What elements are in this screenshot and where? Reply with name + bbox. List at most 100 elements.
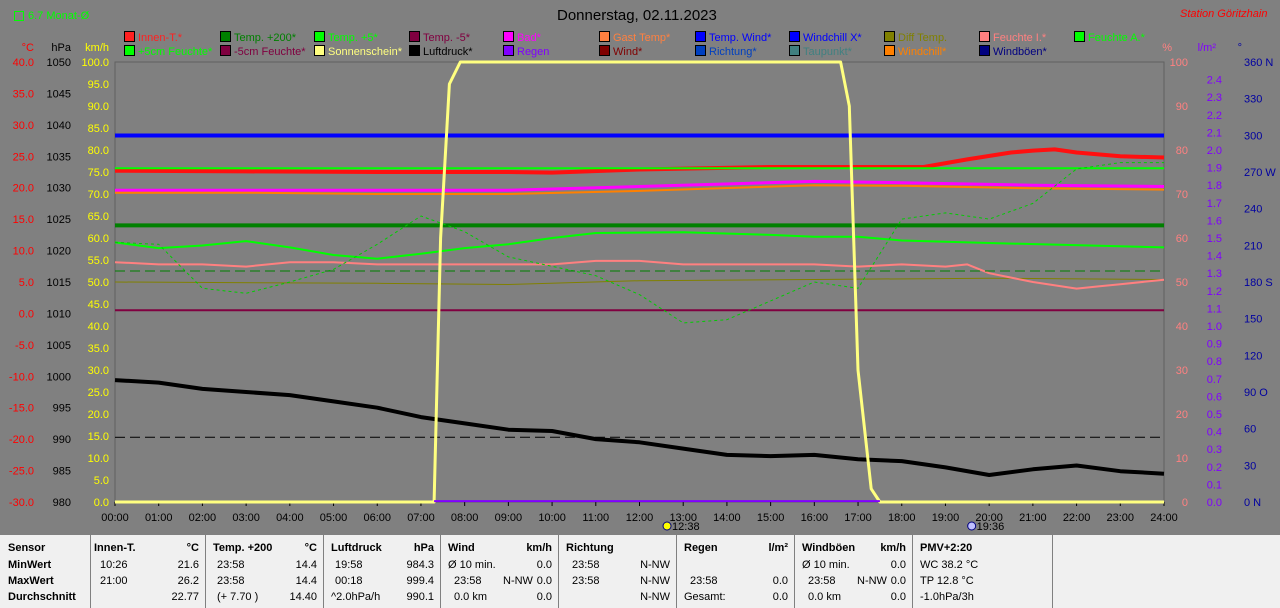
series-line — [114, 259, 1165, 290]
wind-max-dir: N-NW — [503, 575, 533, 587]
pressure-axis-unit: hPa — [51, 42, 71, 54]
rain-tick-label: 0.5 — [1207, 409, 1222, 421]
separator — [558, 535, 559, 608]
x-tick-label: 18:00 — [888, 512, 916, 524]
rain-tick-label: 1.9 — [1207, 163, 1222, 175]
humidity-tick-label: 70 — [1176, 189, 1188, 201]
legend-item: Diff Temp. — [884, 31, 947, 44]
legend-label: Feuchte I.* — [993, 32, 1047, 44]
legend-label: Wind* — [613, 46, 643, 58]
wind-tick-label: 15.0 — [88, 431, 109, 443]
direction-tick-label: 210 — [1244, 240, 1262, 252]
legend-swatch — [695, 45, 706, 56]
rain-tick-label: 0.4 — [1207, 427, 1222, 439]
unit-boeen: km/h — [880, 542, 906, 554]
temp-max-time: 23:58 — [217, 575, 245, 587]
sunrise-icon — [662, 521, 672, 531]
row-label-max: MaxWert — [8, 575, 54, 587]
header-sensor: Sensor — [8, 542, 46, 554]
pressure-tick-label: 1010 — [47, 308, 71, 320]
luft-trend: ^2.0hPa/h — [331, 591, 381, 603]
rain-tick-label: 1.1 — [1207, 303, 1222, 315]
legend-swatch — [409, 31, 420, 42]
legend-item: Luftdruck* — [409, 45, 473, 58]
direction-tick-label: 60 — [1244, 424, 1256, 436]
legend-swatch — [409, 45, 420, 56]
boeen-avg-value: 0.0 — [890, 591, 906, 603]
direction-tick-label: 120 — [1244, 350, 1262, 362]
wind-avg-value: 0.0 — [536, 591, 552, 603]
legend-label: Temp. +5* — [328, 32, 378, 44]
pressure-tick-label: 1025 — [47, 214, 71, 226]
col-pmv: PMV+2:20 WC 38.2 °C TP 12.8 °C -1.0hPa/3… — [912, 535, 1052, 608]
pressure-tick-label: 985 — [53, 466, 71, 478]
pressure-tick-label: 1045 — [47, 88, 71, 100]
legend-label: Temp. +200* — [234, 32, 297, 44]
x-tick-label: 24:00 — [1150, 512, 1178, 524]
wind-tick-label: 90.0 — [88, 101, 109, 113]
innen-max-value: 26.2 — [177, 575, 199, 587]
wind-tick-label: 50.0 — [88, 277, 109, 289]
x-tick-label: 11:00 — [582, 512, 609, 524]
rain-tick-label: 0.8 — [1207, 356, 1222, 368]
legend-item: Temp. Wind* — [695, 31, 771, 44]
wind-tick-label: 55.0 — [88, 255, 109, 267]
temp-tick-label: 10.0 — [13, 246, 34, 258]
pressure-tick-label: 980 — [53, 497, 71, 509]
month-average: 6.7 Monat-Ø — [14, 10, 89, 22]
separator — [440, 535, 441, 608]
rain-tick-label: 1.3 — [1207, 268, 1222, 280]
header-innen: Innen-T. — [94, 542, 136, 554]
x-tick-label: 13:00 — [669, 512, 697, 524]
rain-axis-unit: l/m² — [1198, 42, 1217, 54]
rain-tick-label: 0.2 — [1207, 462, 1222, 474]
humidity-tick-label: 10 — [1176, 453, 1188, 465]
richtung-avg-value: N-NW — [640, 591, 670, 603]
legend-swatch — [979, 45, 990, 56]
rain-tick-label: 1.5 — [1207, 233, 1222, 245]
wind-tick-label: 95.0 — [88, 79, 109, 91]
series-line — [114, 378, 1165, 477]
x-tick-label: 04:00 — [276, 512, 304, 524]
temp-tick-label: -15.0 — [9, 403, 34, 415]
x-tick-label: 16:00 — [801, 512, 829, 524]
x-tick-label: 00:00 — [101, 512, 129, 524]
luft-max-value: 999.4 — [406, 575, 434, 587]
weather-chart: 40.0 35.0 30.0 25.0 20.0 15.0 10.0 5.0 0.0 -5.0 -1… — [9, 42, 1276, 533]
legend-swatch — [314, 31, 325, 42]
legend-label: Windchill X* — [803, 32, 862, 44]
wind-tick-label: 5.0 — [94, 475, 109, 487]
legend-item: Bad* — [503, 31, 541, 44]
boeen-max-value: 0.0 — [890, 575, 906, 587]
legend-swatch — [503, 45, 514, 56]
col-luft: Luftdruck hPa 19:58 984.3 00:18 999.4 ^2… — [323, 535, 440, 608]
legend-swatch — [789, 45, 800, 56]
legend-label: Gast Temp* — [613, 32, 671, 44]
chart-title: Donnerstag, 02.11.2023 — [557, 7, 717, 24]
temp-tick-label: 15.0 — [13, 214, 34, 226]
series-line — [114, 162, 1164, 324]
boeen-max-dir: N-NW — [857, 575, 887, 587]
legend-label: -5cm Feuchte* — [234, 46, 306, 58]
regen-max-time: 23:58 — [690, 575, 718, 587]
month-average-label: 6.7 Monat-Ø — [28, 10, 90, 22]
innen-min-value: 21.6 — [177, 559, 199, 571]
pmv-wc: WC 38.2 °C — [920, 559, 979, 571]
luft-max-time: 00:18 — [335, 575, 363, 587]
temp-min-time: 23:58 — [217, 559, 245, 571]
x-tick-label: 03:00 — [232, 512, 260, 524]
unit-temp: °C — [304, 542, 317, 554]
legend-item: Feuchte I.* — [979, 31, 1046, 44]
pressure-tick-label: 1015 — [47, 277, 71, 289]
temp-tick-label: -5.0 — [15, 340, 34, 352]
wind-tick-label: 85.0 — [88, 123, 109, 135]
temp-avg-diff: (+ 7.70 ) — [217, 591, 259, 603]
legend-label: Innen-T.* — [138, 32, 183, 44]
luft-min-time: 19:58 — [335, 559, 363, 571]
rain-tick-label: 2.1 — [1207, 127, 1222, 139]
pressure-tick-label: 1000 — [47, 371, 71, 383]
month-average-box — [14, 11, 24, 22]
rain-tick-label: 1.0 — [1207, 321, 1222, 333]
legend-label: Temp. -5* — [423, 32, 471, 44]
rain-tick-label: 1.4 — [1207, 251, 1222, 263]
